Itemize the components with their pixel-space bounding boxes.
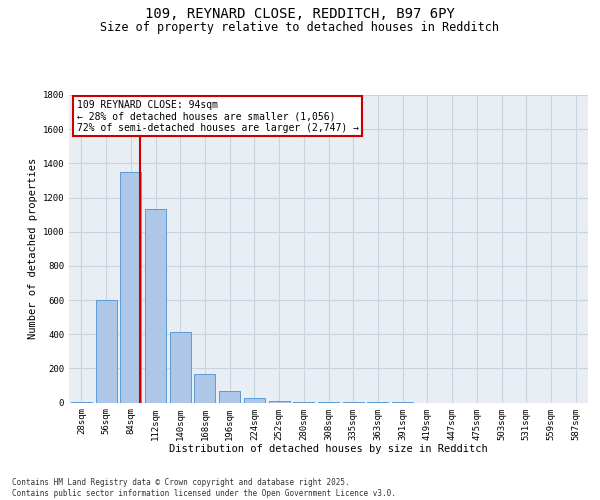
Bar — [145, 210, 166, 402]
Text: Contains HM Land Registry data © Crown copyright and database right 2025.
Contai: Contains HM Land Registry data © Crown c… — [12, 478, 396, 498]
Text: 109 REYNARD CLOSE: 94sqm
← 28% of detached houses are smaller (1,056)
72% of sem: 109 REYNARD CLOSE: 94sqm ← 28% of detach… — [77, 100, 359, 133]
Text: 109, REYNARD CLOSE, REDDITCH, B97 6PY: 109, REYNARD CLOSE, REDDITCH, B97 6PY — [145, 8, 455, 22]
Bar — [120, 172, 141, 402]
Bar — [194, 374, 215, 402]
Y-axis label: Number of detached properties: Number of detached properties — [28, 158, 38, 340]
Bar — [269, 401, 290, 402]
Text: Size of property relative to detached houses in Redditch: Size of property relative to detached ho… — [101, 21, 499, 34]
Bar — [170, 332, 191, 402]
Bar — [219, 390, 240, 402]
X-axis label: Distribution of detached houses by size in Redditch: Distribution of detached houses by size … — [169, 444, 488, 454]
Bar — [95, 300, 116, 402]
Bar — [244, 398, 265, 402]
